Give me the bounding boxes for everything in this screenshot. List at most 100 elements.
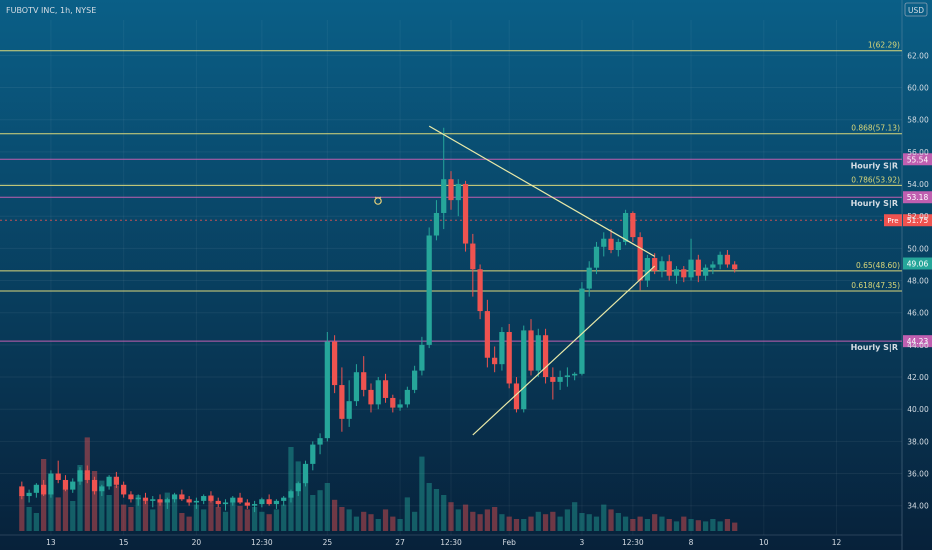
candle	[542, 328, 549, 384]
candle-body	[302, 463, 309, 484]
candle	[535, 328, 541, 378]
volume-bar	[339, 507, 345, 531]
volume-bar	[113, 485, 120, 531]
candle-body	[513, 383, 520, 410]
candle-body	[259, 499, 265, 505]
volume-bar	[288, 447, 294, 531]
candle	[208, 491, 214, 503]
volume-bar	[150, 509, 156, 531]
candle-body	[288, 491, 294, 498]
candle-body	[295, 483, 301, 492]
volume-bar	[513, 519, 520, 531]
volume-bar	[222, 511, 229, 531]
candle-body	[433, 212, 440, 236]
candle	[55, 460, 61, 484]
volume-bar	[179, 513, 185, 531]
candle	[106, 475, 112, 490]
volume-bar	[361, 511, 367, 531]
candle	[710, 261, 716, 275]
volume-bar	[652, 514, 658, 531]
volume-bar	[564, 509, 571, 531]
volume-bar	[412, 511, 418, 531]
candle-body	[426, 235, 432, 345]
candle-body	[201, 496, 207, 501]
volume-bar	[601, 504, 607, 531]
candle-body	[135, 497, 141, 500]
candle-body	[70, 481, 76, 490]
candle-body	[128, 494, 134, 500]
volume-bar	[106, 495, 112, 531]
candle-body	[150, 499, 156, 501]
fib-level-label: 0.65(48.60)	[856, 261, 900, 270]
volume-bar	[208, 495, 214, 531]
candle-body	[484, 311, 490, 358]
volume-bar	[717, 521, 723, 531]
candles	[19, 127, 738, 513]
candle	[99, 484, 105, 497]
y-tick-label: 44.00	[907, 341, 929, 350]
candle-body	[492, 357, 498, 365]
candle-body	[368, 389, 374, 405]
volume-bar	[673, 521, 680, 531]
volume-bar	[331, 499, 338, 531]
candle	[70, 478, 76, 493]
candle	[681, 266, 687, 283]
volume-bar	[622, 516, 629, 531]
candle	[222, 499, 229, 511]
candle	[666, 254, 672, 281]
volume-bar	[142, 501, 149, 531]
x-tick-label: 12	[832, 538, 842, 547]
volume-bar	[259, 511, 265, 531]
candle-body	[84, 470, 90, 480]
candle-body	[572, 373, 578, 376]
fib-level-label: 0.868(57.13)	[851, 124, 900, 133]
candle-body	[455, 184, 461, 201]
volume-bar	[557, 516, 563, 531]
candle	[288, 489, 294, 503]
alarm-clock-icon[interactable]	[374, 196, 382, 205]
pre-market-tag-bg	[884, 214, 902, 227]
candle	[62, 475, 69, 492]
fib-level-label: 0.786(53.92)	[851, 175, 900, 184]
y-tick-label: 38.00	[907, 437, 929, 446]
volume-bar	[681, 516, 687, 531]
volume-bar	[535, 511, 541, 531]
candle-body	[55, 473, 61, 480]
candle-body	[506, 332, 512, 384]
price-axis-label: 51.75 Pre	[884, 214, 932, 227]
candle	[717, 251, 723, 270]
candle-body	[99, 486, 105, 492]
price-axis-label: 49.06	[903, 257, 932, 270]
price-axis-label-bg	[903, 191, 932, 204]
volume-bars	[19, 437, 738, 531]
candle	[281, 496, 287, 506]
y-tick-label: 46.00	[907, 309, 929, 318]
candle-body	[33, 484, 39, 493]
currency-badge[interactable]: USD	[904, 2, 928, 17]
candle	[637, 232, 643, 291]
candle-body	[710, 264, 716, 268]
candle	[128, 491, 134, 503]
candle	[470, 233, 476, 297]
volume-bar	[251, 507, 258, 531]
volume-bar	[121, 504, 127, 531]
candle	[142, 492, 149, 505]
horizontal-levels	[0, 50, 902, 342]
volume-bar	[688, 519, 694, 531]
candle-body	[339, 385, 345, 419]
candle	[193, 497, 200, 509]
candle-body	[251, 504, 258, 506]
candle-body	[666, 261, 672, 276]
volume-bar	[724, 519, 731, 531]
volume-bar	[477, 514, 483, 531]
x-tick-label: 12:30	[251, 538, 273, 547]
y-tick-label: 56.00	[907, 148, 929, 157]
volume-bar	[550, 511, 556, 531]
candle	[615, 238, 621, 257]
candle	[171, 492, 178, 503]
candle-body	[477, 269, 483, 312]
candle	[91, 476, 98, 495]
candle	[521, 325, 527, 413]
